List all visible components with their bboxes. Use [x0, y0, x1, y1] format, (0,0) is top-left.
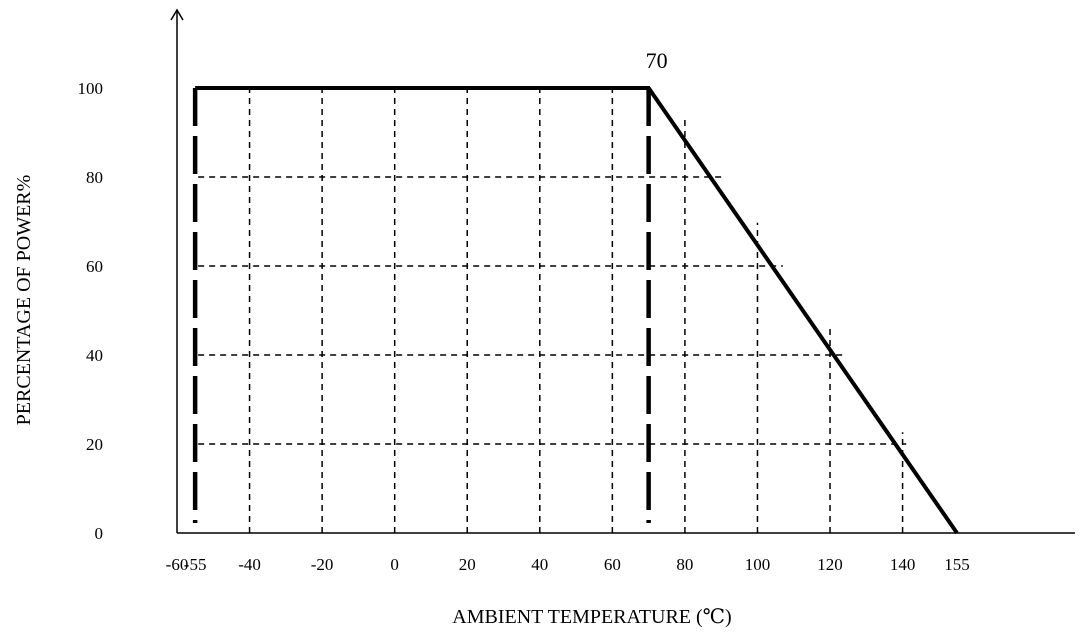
series-curves — [195, 86, 959, 535]
series-line — [195, 86, 959, 535]
x-tick-label: 0 — [390, 555, 399, 574]
y-tick-label: 60 — [86, 257, 103, 276]
x-axis-title: AMBIENT TEMPERATURE (℃) — [452, 606, 731, 628]
x-tick-label: 100 — [745, 555, 771, 574]
x-tick-label: 140 — [890, 555, 916, 574]
y-tick-label: 40 — [86, 346, 103, 365]
annotations: 70 — [646, 48, 668, 73]
x-tick-label: -20 — [311, 555, 334, 574]
x-tick-label: -55 — [184, 555, 207, 574]
x-tick-labels: -60-55 -40 -20 0 20 40 60 80 100 120 140 155 — [166, 555, 970, 574]
x-tick-label: -40 — [238, 555, 261, 574]
y-tick-label: 100 — [78, 79, 104, 98]
knee-annotation: 70 — [646, 48, 668, 73]
x-tick-label: 80 — [676, 555, 693, 574]
x-tick-label: 155 — [944, 555, 970, 574]
y-tick-label: 0 — [95, 524, 104, 543]
x-tick-label: 120 — [817, 555, 843, 574]
x-tick-label: -60 — [166, 555, 189, 574]
y-tick-labels: 0 20 40 60 80 100 — [78, 79, 104, 543]
axes — [170, 8, 1075, 534]
y-tick-label: 80 — [86, 168, 103, 187]
y-tick-label: 20 — [86, 435, 103, 454]
x-tick-label: 60 — [604, 555, 621, 574]
x-tick-label: 40 — [531, 555, 548, 574]
y-axis-arrow-icon — [170, 8, 184, 21]
y-axis-title: PERCENTAGE OF POWER% — [13, 175, 35, 426]
limit-lines — [192, 88, 651, 523]
grid-lines — [198, 88, 907, 533]
x-tick-label: 20 — [459, 555, 476, 574]
